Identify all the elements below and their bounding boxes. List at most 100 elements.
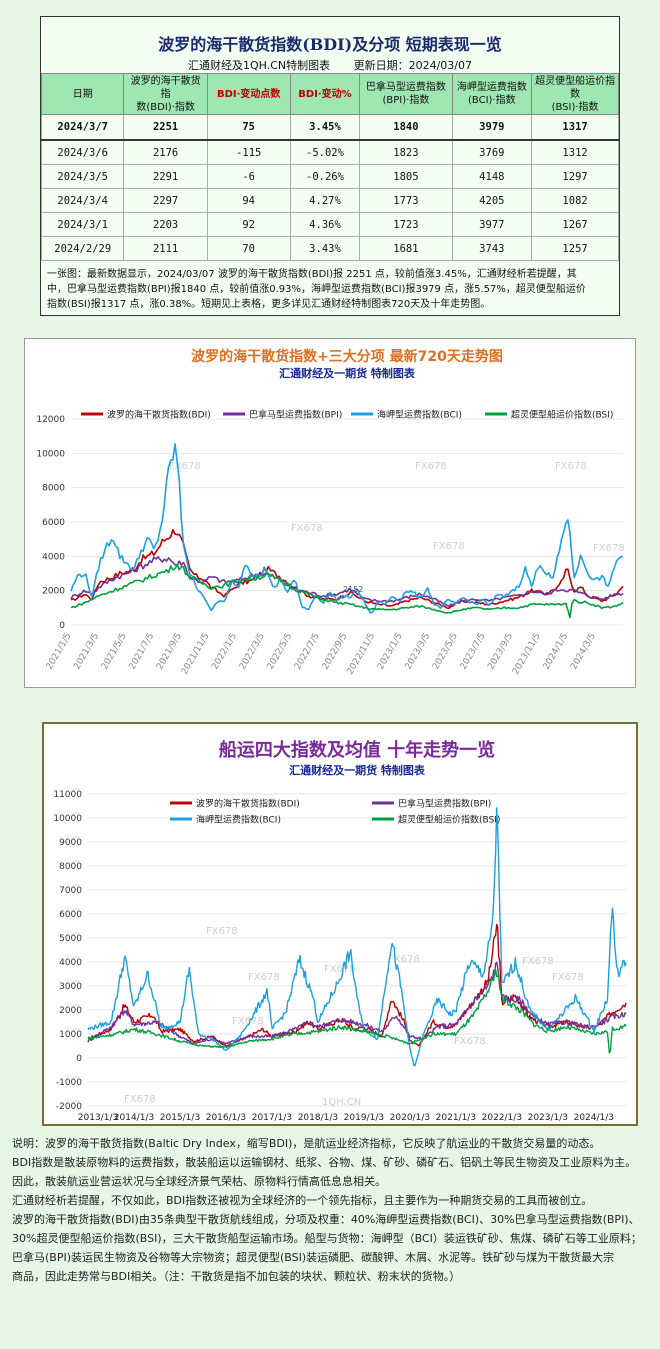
legend-label: 海岬型运费指数(BCI) [196,814,281,826]
y-tick-label: 4000 [59,958,82,968]
legend-label: 超灵便型船运价指数(BSI) [511,409,613,421]
table-update-date: 更新日期：2024/03/07 [353,59,473,72]
explanation-line: 巴拿马(BPI)装运民生物资及谷物等大宗物资；超灵便型(BSI)装运磷肥、碳酸钾… [12,1251,615,1264]
table-cell: 75 [206,114,291,141]
series-line-4 [87,968,627,1054]
table-cell: 2111 [123,236,208,261]
table-row: 2024/3/4 2297 94 4.27% 1773 4205 1082 [40,188,619,213]
x-tick-label: 2022/5/5 [266,632,295,672]
table-cell: 3769 [451,139,533,165]
watermark: FX678 [555,461,587,472]
x-tick-label: 2022/11/5 [345,632,377,677]
table-cell: -115 [206,139,291,165]
table-cell: 3979 [451,114,533,141]
table-cell: 2291 [123,164,208,189]
table-cell: -0.26% [289,164,361,189]
y-tick-label: 0 [59,621,65,631]
y-tick-label: 1000 [59,1030,82,1040]
explanation-line: 因此，散装航运业营运状况与全球经济景气荣枯、原物料行情高低息息相关。 [12,1175,386,1188]
explanation-line: BDI指数是散装原物料的运费指数，散装船运以运输钢材、纸浆、谷物、煤、矿砂、磷矿… [12,1156,637,1169]
y-tick-label: 11000 [53,790,82,800]
watermark: 1QH.CN [322,1097,361,1108]
x-tick-label: 2022/3/5 [238,632,267,672]
x-tick-label: 2016/1/3 [206,1113,246,1123]
watermark: FX678 [593,543,625,554]
y-tick-label: 8000 [59,862,82,872]
table-cell: 3.43% [289,236,361,261]
table-cell: 2024/3/1 [40,212,125,237]
chart-subtitle: 汇通财经及一期货 特制图表 [279,366,416,380]
table-header-cell: 巴拿马型运费指数 (BPI)·指数 [359,73,453,115]
table-cell: 70 [206,236,291,261]
table-cell: 1257 [531,236,619,261]
series-line-2 [87,961,627,1045]
watermark: FX678 [454,1036,486,1047]
table-row: 2024/3/7 2251 75 3.45% 1840 3979 1317 [40,114,619,141]
x-tick-label: 2022/9/5 [321,632,350,672]
x-tick-label: 2022/1/5 [210,632,239,672]
explanation-line: 说明：波罗的海干散货指数(Baltic Dry Index，缩写BDI)，是航运… [12,1137,601,1150]
table-cell: 1840 [359,114,453,141]
watermark: FX678 [324,964,356,975]
x-tick-label: 2018/1/3 [298,1113,338,1123]
table-cell: 2176 [123,139,208,165]
table-cell: 1267 [531,212,619,237]
watermark: FX678 [552,972,584,983]
watermark: FX678 [522,956,554,967]
table-cell: 3743 [451,236,533,261]
table-subtitle: 汇通财经及1QH.CN特制图表 更新日期：2024/03/07 [41,57,619,73]
legend-label: 海岬型运费指数(BCI) [377,409,462,421]
x-tick-label: 2021/1/5 [45,632,74,672]
y-tick-label: 2000 [59,1006,82,1016]
table-cell: 1723 [359,212,453,237]
series-line-2 [70,556,624,607]
legend-label: 波罗的海干散货指数(BDI) [196,798,300,810]
x-tick-label: 2013/1/3 [78,1113,118,1123]
x-tick-label: 2021/7/5 [128,632,157,672]
chart-title: 波罗的海干散货指数+三大分项 最新720天走势图 [191,348,503,365]
x-tick-label: 2021/3/5 [72,632,101,672]
x-tick-label: 2021/9/5 [155,632,184,672]
x-tick-label: 2023/9/5 [486,632,515,672]
table-cell: 4205 [451,188,533,213]
note-line: 中，巴拿马型运费指数(BPI)报1840 点，较前值涨0.93%，海岬型运费指数… [47,284,586,295]
chart-720-days-panel: 波罗的海干散货指数+三大分项 最新720天走势图 汇通财经及一期货 特制图表 0 20… [24,338,636,688]
x-tick-label: 2024/3/5 [569,632,598,672]
y-tick-label: 10000 [53,814,82,824]
bdi-table: 日期 波罗的海干散货指 数(BDI)·指数 BDI·变动点数 BDI·变动% 巴拿马型运费… [40,73,619,261]
chart-title: 船运四大指数及均值 十年走势一览 [219,739,495,761]
table-cell: 92 [206,212,291,237]
table-cell: 2024/3/5 [40,164,125,189]
table-cell: 1681 [359,236,453,261]
y-tick-label: 2000 [42,587,65,597]
x-tick-label: 2024/1/3 [574,1113,614,1123]
table-cell: 1317 [531,114,619,141]
table-cell: 2024/2/29 [40,236,125,261]
watermark: FX678 [291,523,323,534]
y-tick-label: 12000 [36,415,65,425]
x-tick-label: 2023/1/5 [376,632,405,672]
table-row: 2024/3/5 2291 -6 -0.26% 1805 4148 1297 [40,164,619,189]
y-tick-label: 10000 [36,449,65,459]
table-row: 2024/3/1 2203 92 4.36% 1723 3977 1267 [40,212,619,237]
explanation-line: 汇通财经析若提醒，不仅如此，BDI指数还被视为全球经济的一个领先指标，且主要作为… [12,1194,593,1207]
x-tick-label: 2015/1/3 [160,1113,200,1123]
x-tick-label: 2023/11/5 [511,632,543,677]
table-row: 2024/3/6 2176 -115 -5.02% 1823 3769 1312 [40,139,619,165]
watermark: FX678 [232,1016,264,1027]
table-cell: 2024/3/6 [40,139,125,165]
series-line-3 [70,443,624,614]
table-cell: 1312 [531,139,619,165]
watermark: FX678 [433,541,465,552]
y-tick-label: 9000 [59,838,82,848]
table-source: 汇通财经及1QH.CN特制图表 [187,59,331,72]
table-cell: 2024/3/4 [40,188,125,213]
y-tick-label: 6000 [59,910,82,920]
table-cell: 1082 [531,188,619,213]
table-cell: 3977 [451,212,533,237]
note-line: 指数(BSI)报1317 点，涨0.38%。短期见上表格，更多详见汇通财经特制图… [47,299,491,310]
legend-label: 巴拿马型运费指数(BPI) [398,798,491,810]
table-header-cell: 波罗的海干散货指 数(BDI)·指数 [123,73,208,115]
table-cell: 2251 [123,114,208,141]
explanation-line: 商品，因此走势常与BDI相关。（注：干散货是指不加包装的块状、颗粒状、粉末状的货… [12,1270,461,1283]
